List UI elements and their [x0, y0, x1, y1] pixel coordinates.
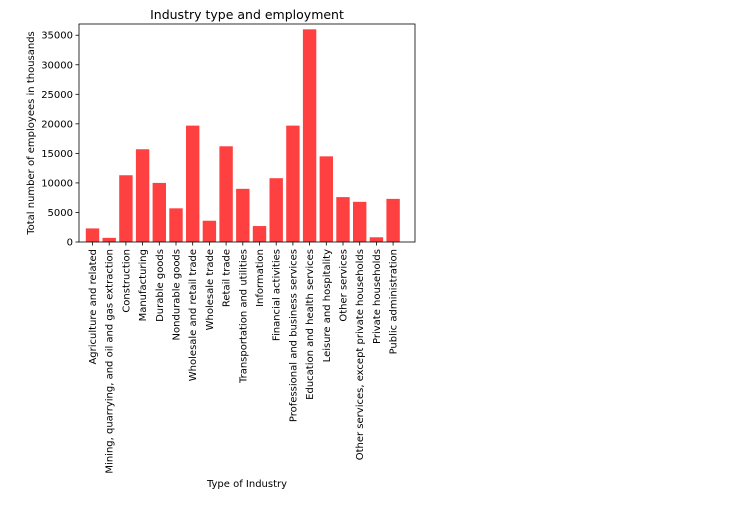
x-tick-label: Nondurable goods — [172, 249, 183, 340]
x-tick-label: Information — [255, 249, 266, 307]
bar — [319, 156, 333, 242]
y-tick-label: 10000 — [41, 178, 73, 189]
x-tick-label: Wholesale trade — [205, 249, 216, 330]
x-tick-label: Manufacturing — [138, 249, 149, 321]
x-tick-label: Durable goods — [155, 249, 166, 322]
chart-title: Industry type and employment — [150, 7, 344, 22]
y-tick-label: 25000 — [41, 90, 73, 101]
bar — [169, 208, 183, 242]
plot-frame — [78, 23, 416, 243]
y-tick-label: 15000 — [41, 149, 73, 160]
x-tick-label: Construction — [121, 249, 132, 313]
bar — [386, 198, 400, 242]
x-tick-label: Wholesale and retail trade — [188, 249, 199, 381]
bar — [186, 125, 200, 242]
x-tick-label: Transportation and utilities — [238, 249, 249, 384]
y-tick-label: 20000 — [41, 119, 73, 130]
y-tick-label: 0 — [67, 238, 73, 249]
bar — [286, 125, 300, 242]
y-tick-label: 35000 — [41, 31, 73, 42]
y-tick-label: 5000 — [48, 208, 73, 219]
bar — [119, 175, 133, 242]
x-tick-label: Public administration — [389, 249, 400, 354]
x-tick-label: Other services, except private household… — [355, 249, 366, 460]
bars-group — [85, 29, 400, 242]
x-axis-label: Type of Industry — [206, 479, 287, 490]
bar — [353, 201, 367, 242]
x-tick-label: Retail trade — [222, 249, 233, 307]
x-tick-label: Mining, quarrying, and oil and gas extra… — [105, 249, 116, 474]
bar — [269, 178, 283, 242]
bar — [236, 188, 250, 242]
x-tick-label: Leisure and hospitality — [322, 249, 333, 362]
y-axis-label: Total number of employees in thousands — [26, 31, 37, 236]
x-tick-label: Education and health services — [305, 249, 316, 400]
bar — [369, 237, 384, 242]
x-tick-label: Private households — [372, 249, 383, 344]
x-tick-label: Financial activities — [272, 249, 283, 341]
x-tick-label: Other services — [339, 249, 350, 322]
bar — [102, 237, 116, 242]
bar — [336, 197, 350, 242]
bar — [152, 182, 166, 242]
x-tick-label: Agriculture and related — [88, 249, 99, 365]
y-tick-label: 30000 — [41, 60, 73, 71]
bar — [135, 149, 150, 242]
axes-frame — [78, 23, 416, 243]
x-axis-ticks: Agriculture and related Mining, quarrying… — [88, 242, 400, 474]
bar — [219, 146, 233, 242]
bar — [85, 228, 100, 242]
bar — [202, 220, 217, 242]
bar — [252, 226, 267, 242]
bar — [302, 29, 317, 242]
x-tick-label: Professional and business services — [288, 249, 299, 422]
y-axis-ticks: 0 5000 10000 15000 20000 25000 30000 35000 — [41, 31, 79, 249]
